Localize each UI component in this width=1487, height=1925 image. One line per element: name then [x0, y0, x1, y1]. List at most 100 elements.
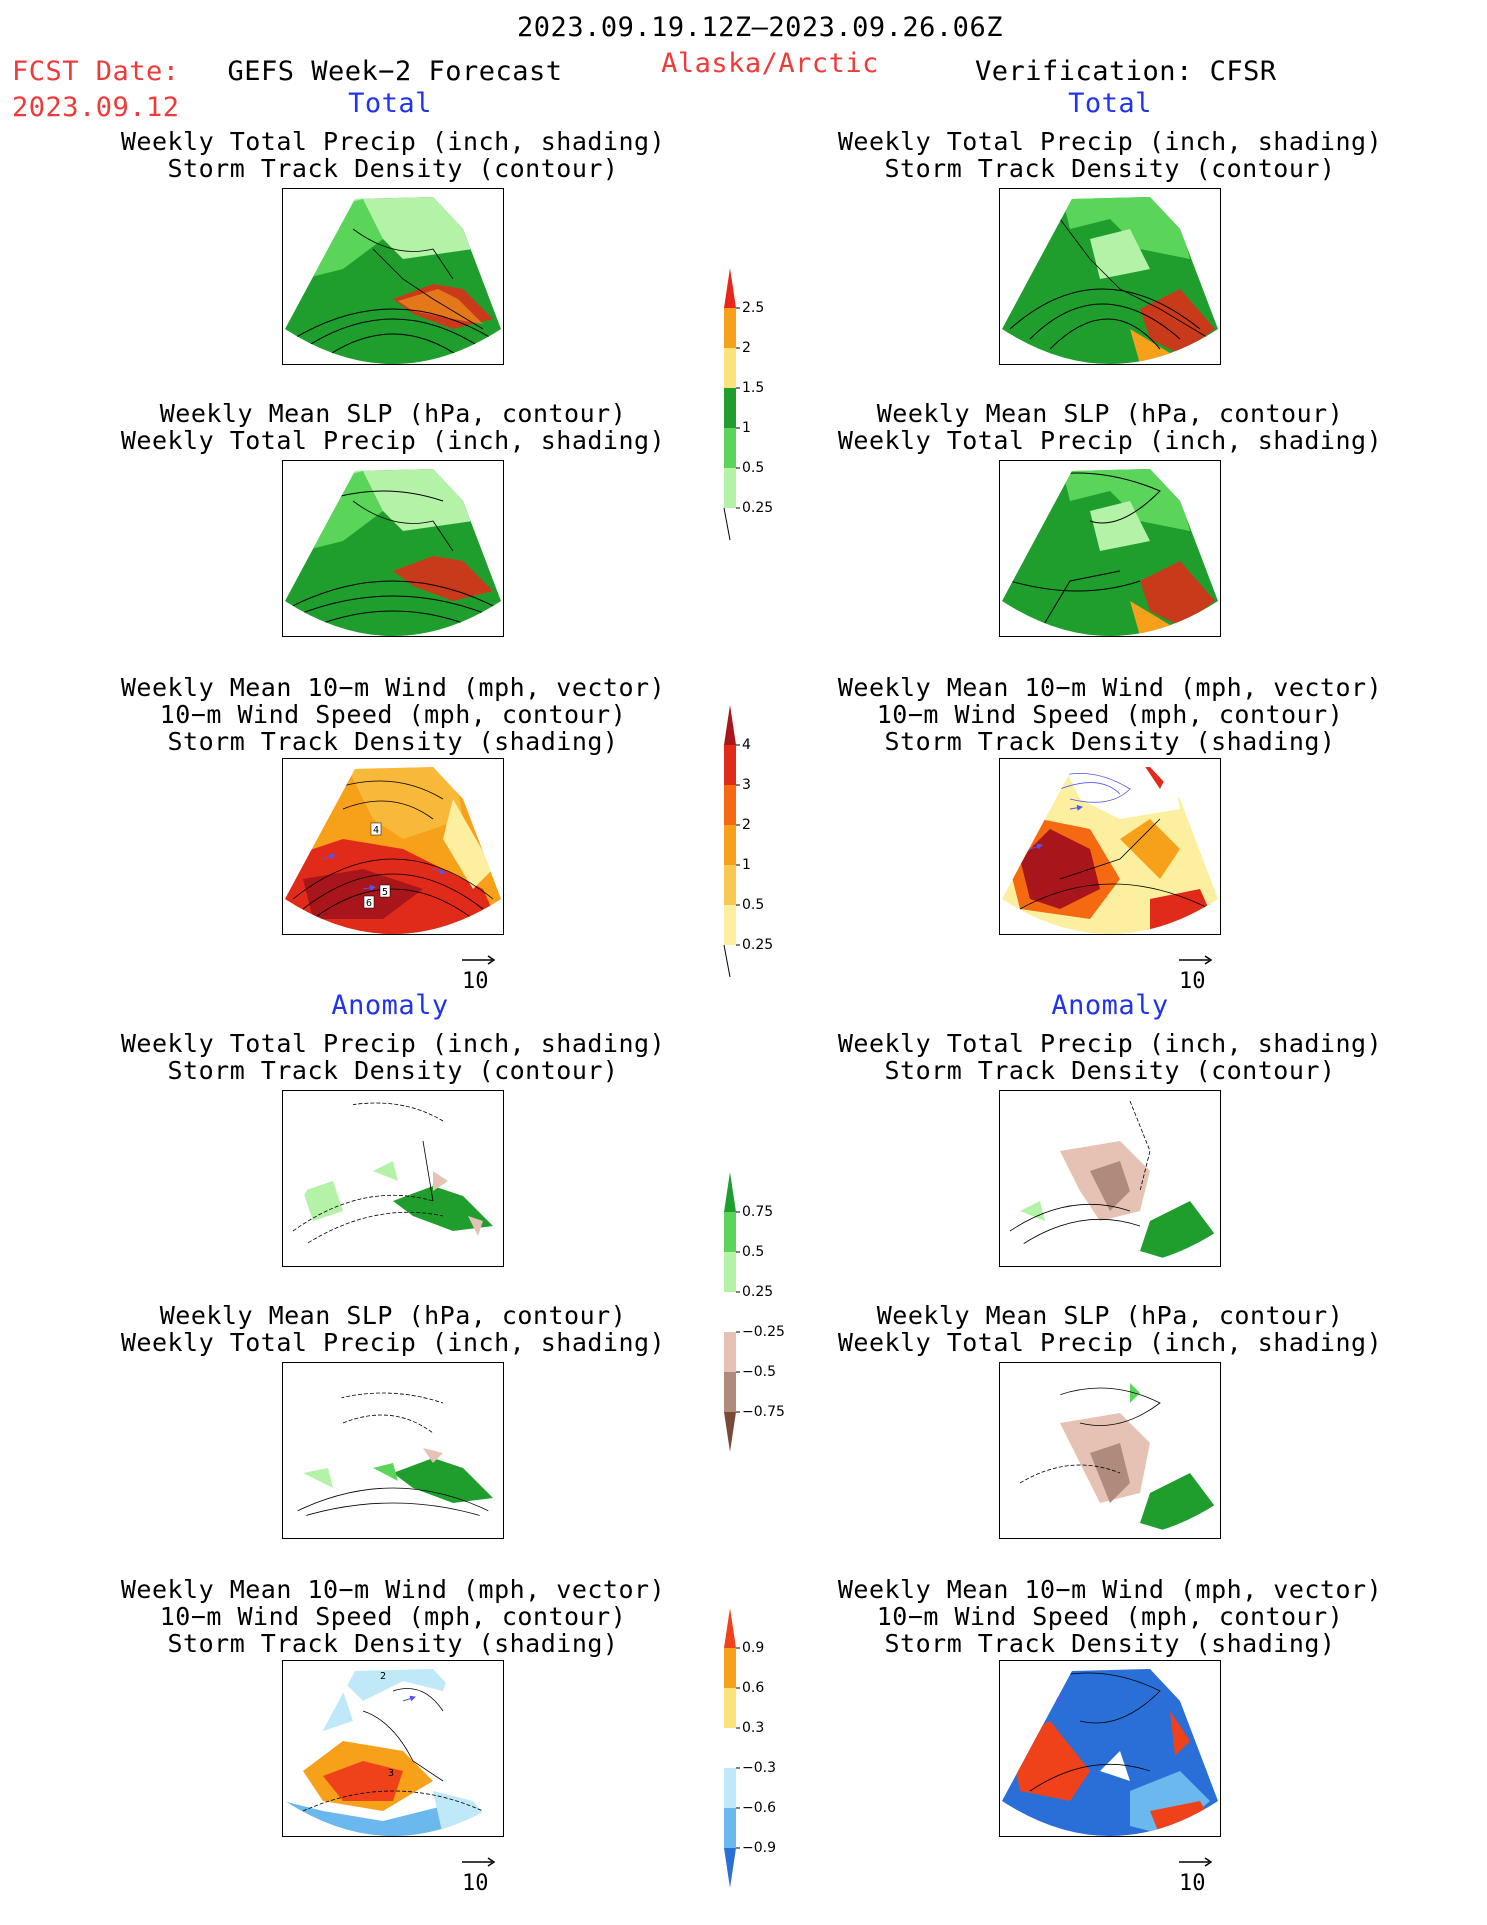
- vector-ref-l6: 10: [462, 1850, 498, 1896]
- title-l3: Weekly Mean 10−m Wind (mph, vector) 10−m …: [120, 673, 666, 756]
- colorbar-swatch: [724, 1848, 736, 1888]
- colorbar-precip: 2.5 2 1.5 1 0.5 0.25: [722, 268, 802, 562]
- colorbar-label: 1: [742, 420, 751, 436]
- colorbar-swatch: [724, 1212, 736, 1252]
- colorbar-label: 0.75: [742, 1204, 773, 1220]
- colorbar-swatch: [724, 1648, 736, 1688]
- colorbar-label: 0.25: [742, 937, 773, 953]
- colorbar-label: 1: [742, 857, 751, 873]
- colorbar-label: −0.6: [742, 1800, 776, 1816]
- map-anom-slp-precip-forecast: [282, 1362, 504, 1539]
- title-r3: Weekly Mean 10−m Wind (mph, vector) 10−m …: [837, 673, 1383, 756]
- title-r6: Weekly Mean 10−m Wind (mph, vector) 10−m …: [837, 1575, 1383, 1658]
- colorbar-swatch: [724, 1172, 736, 1212]
- colorbar-swatch: [724, 1608, 736, 1648]
- title-l2: Weekly Mean SLP (hPa, contour) Weekly Tot…: [120, 399, 666, 455]
- title-r2: Weekly Mean SLP (hPa, contour) Weekly Tot…: [837, 399, 1383, 455]
- colorbar-swatch: [724, 905, 736, 945]
- title-l5: Weekly Mean SLP (hPa, contour) Weekly Tot…: [120, 1301, 666, 1357]
- section-anomaly-left: Anomaly: [331, 990, 449, 1021]
- colorbar-track-anomaly: 0.9 0.6 0.3 −0.3 −0.6 −0.9: [722, 1608, 802, 1902]
- colorbar-swatch: [724, 1728, 736, 1768]
- colorbar-swatch: [724, 1688, 736, 1728]
- map-total-precip-track-verification: [999, 188, 1221, 365]
- colorbar-label: 2: [742, 817, 751, 833]
- map-slp-precip-forecast: [282, 460, 504, 637]
- colorbar-swatch: [724, 825, 736, 865]
- fcst-date-value: 2023.09.12: [12, 92, 180, 123]
- colorbar-label: 3: [742, 777, 751, 793]
- colorbar-swatch: [724, 348, 736, 388]
- colorbar-swatch: [724, 468, 736, 508]
- arrow-right-icon: [1179, 955, 1213, 965]
- colorbar-swatch: [724, 1808, 736, 1848]
- verification-title: Verification: CFSR: [975, 56, 1277, 87]
- map-slp-precip-verification: [999, 460, 1221, 637]
- colorbar-swatch: [724, 1292, 736, 1332]
- title-l6: Weekly Mean 10−m Wind (mph, vector) 10−m …: [120, 1575, 666, 1658]
- colorbar-precip-anomaly: 0.75 0.5 0.25 −0.25 −0.5 −0.75: [722, 1172, 802, 1466]
- map-wind-track-forecast: 4 5 6: [282, 758, 504, 935]
- model-title: GEFS Week−2 Forecast: [227, 56, 563, 87]
- colorbar-swatch: [724, 1768, 736, 1808]
- colorbar-label: 2.5: [742, 300, 764, 316]
- colorbar-label: 0.25: [742, 500, 773, 516]
- map-wind-track-verification: [999, 758, 1221, 935]
- map-total-precip-track-forecast: [282, 188, 504, 365]
- arrow-right-icon: [462, 1857, 496, 1867]
- region-title: Alaska/Arctic: [661, 48, 879, 79]
- title-r5: Weekly Mean SLP (hPa, contour) Weekly Tot…: [837, 1301, 1383, 1357]
- fcst-date-label: FCST Date:: [12, 56, 180, 87]
- contour-label: 6: [366, 898, 372, 909]
- map-anom-precip-track-forecast: [282, 1090, 504, 1267]
- colorbar-swatch: [724, 268, 736, 308]
- colorbar-swatch: [724, 428, 736, 468]
- period-title: 2023.09.19.12Z—2023.09.26.06Z: [517, 12, 1003, 43]
- colorbar-label: −0.9: [742, 1840, 776, 1856]
- vector-ref-r3: 10: [1179, 948, 1215, 994]
- colorbar-swatch: [724, 705, 736, 745]
- colorbar-tail: [723, 944, 731, 978]
- title-l4: Weekly Total Precip (inch, shading) Storm…: [120, 1029, 666, 1085]
- map-anom-wind-track-forecast: 2 3: [282, 1660, 504, 1837]
- vector-ref-r6: 10: [1179, 1850, 1215, 1896]
- colorbar-label: 0.9: [742, 1640, 764, 1656]
- section-total-left: Total: [348, 88, 432, 119]
- colorbar-label: 4: [742, 737, 751, 753]
- colorbar-label: −0.25: [742, 1324, 785, 1340]
- colorbar-swatch: [724, 1252, 736, 1292]
- section-anomaly-right: Anomaly: [1051, 990, 1169, 1021]
- colorbar-label: 0.3: [742, 1720, 764, 1736]
- colorbar-label: 0.5: [742, 460, 764, 476]
- colorbar-label: −0.75: [742, 1404, 785, 1420]
- colorbar-label: −0.3: [742, 1760, 776, 1776]
- colorbar-tail: [723, 507, 731, 541]
- colorbar-swatch: [724, 388, 736, 428]
- contour-label: 4: [373, 825, 379, 836]
- colorbar-swatch: [724, 1372, 736, 1412]
- colorbar-swatch: [724, 1412, 736, 1452]
- colorbar-label: 0.25: [742, 1284, 773, 1300]
- arrow-right-icon: [1179, 1857, 1213, 1867]
- colorbar-track-density: 4 3 2 1 0.5 0.25: [722, 705, 802, 999]
- colorbar-label: −0.5: [742, 1364, 776, 1380]
- colorbar-label: 0.5: [742, 897, 764, 913]
- colorbar-swatch: [724, 308, 736, 348]
- contour-label: 3: [388, 1768, 394, 1779]
- colorbar-label: 1.5: [742, 380, 764, 396]
- colorbar-label: 0.5: [742, 1244, 764, 1260]
- title-r4: Weekly Total Precip (inch, shading) Storm…: [837, 1029, 1383, 1085]
- title-l1: Weekly Total Precip (inch, shading) Storm…: [120, 127, 666, 183]
- contour-label: 5: [382, 887, 388, 898]
- map-anom-precip-track-verification: [999, 1090, 1221, 1267]
- colorbar-label: 0.6: [742, 1680, 764, 1696]
- colorbar-swatch: [724, 1332, 736, 1372]
- contour-label: 2: [380, 1671, 386, 1682]
- section-total-right: Total: [1068, 88, 1152, 119]
- colorbar-swatch: [724, 785, 736, 825]
- map-anom-slp-precip-verification: [999, 1362, 1221, 1539]
- colorbar-label: 2: [742, 340, 751, 356]
- map-anom-wind-track-verification: [999, 1660, 1221, 1837]
- colorbar-swatch: [724, 745, 736, 785]
- title-r1: Weekly Total Precip (inch, shading) Storm…: [837, 127, 1383, 183]
